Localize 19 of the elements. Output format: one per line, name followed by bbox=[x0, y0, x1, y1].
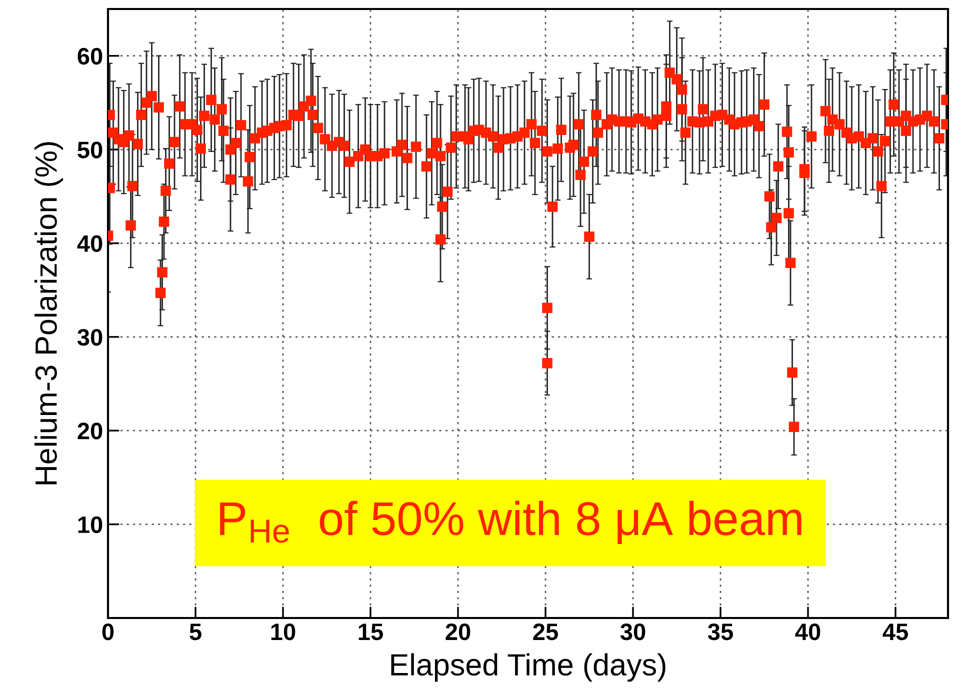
y-tick-label: 10 bbox=[78, 516, 102, 534]
y-tick-label: 20 bbox=[78, 422, 102, 440]
y-tick-label: 60 bbox=[78, 48, 102, 65]
y-tick-label: 40 bbox=[77, 235, 102, 252]
y-tick-label: 30 bbox=[77, 328, 102, 346]
x-tick-label: 25 bbox=[533, 623, 558, 640]
x-tick-label: 10 bbox=[271, 623, 296, 640]
y-axis-title: Helium-3 Polarization (%) bbox=[34, 142, 63, 484]
x-tick-label: 5 bbox=[190, 624, 202, 640]
x-tick-label: 0 bbox=[102, 623, 114, 640]
x-tick-label: 20 bbox=[446, 623, 470, 640]
x-tick-label: 40 bbox=[795, 623, 820, 640]
annotation: P$_{He}$ of 50% with 8 μA beam bbox=[220, 500, 802, 544]
x-tick-label: 15 bbox=[358, 624, 383, 640]
y-tick-label: 50 bbox=[78, 142, 102, 158]
x-tick-label: 45 bbox=[882, 624, 908, 640]
x-tick-label: 35 bbox=[708, 623, 733, 640]
x-tick-label: 30 bbox=[620, 623, 646, 640]
x-axis-title: Elapsed Time (days) bbox=[391, 653, 666, 682]
